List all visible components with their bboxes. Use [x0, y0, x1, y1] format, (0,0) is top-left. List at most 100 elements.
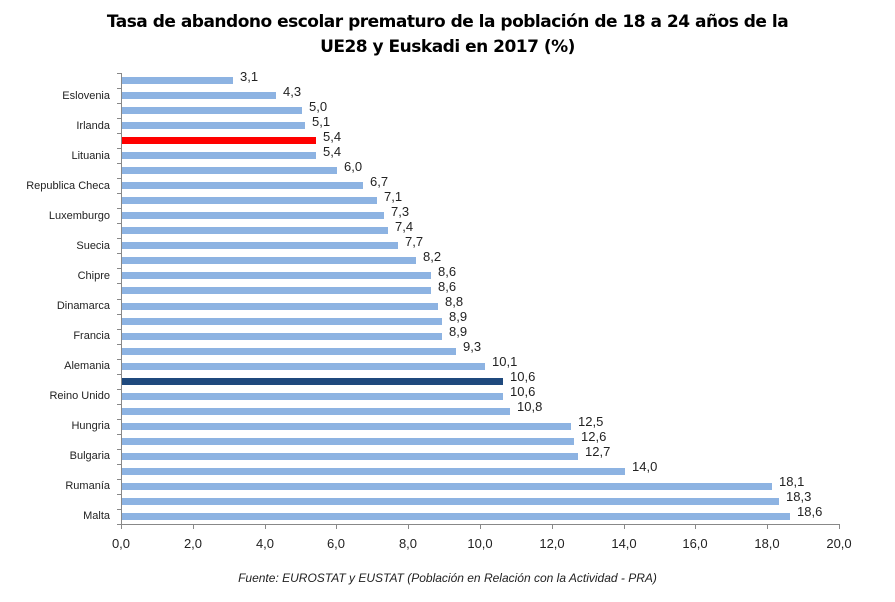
category-label: Reino Unido	[49, 390, 110, 402]
x-axis-tick	[408, 524, 409, 529]
x-axis-tick	[767, 524, 768, 529]
x-axis-tick	[480, 524, 481, 529]
bar-22	[122, 408, 510, 415]
category-label: Lituania	[71, 150, 110, 162]
bar-value-label: 7,3	[391, 204, 410, 219]
x-axis-tick-label: 6,0	[326, 536, 346, 551]
y-axis-tick	[117, 299, 121, 300]
bar-value-label: 5,1	[312, 114, 331, 129]
y-axis-tick	[117, 524, 121, 525]
y-axis-tick	[117, 103, 121, 104]
x-axis-tick-label: 4,0	[255, 536, 275, 551]
category-label: Suecia	[76, 240, 110, 252]
category-label: Republica Checa	[26, 180, 110, 192]
x-axis-tick	[839, 524, 840, 529]
bar-10	[122, 227, 388, 234]
bar-7	[122, 182, 363, 189]
bar-value-label: 6,7	[370, 174, 389, 189]
category-label: Hungria	[71, 420, 110, 432]
category-label: Irlanda	[76, 120, 110, 132]
bar-24	[122, 438, 574, 445]
bar-value-label: 8,6	[438, 279, 457, 294]
bar-4	[122, 137, 316, 144]
bar-value-label: 3,1	[240, 69, 259, 84]
bar-value-label: 14,0	[632, 459, 658, 474]
x-axis-tick	[336, 524, 337, 529]
bar-27	[122, 483, 772, 490]
chart-source-note: Fuente: EUROSTAT y EUSTAT (Población en …	[238, 571, 657, 585]
bar-value-label: 5,4	[323, 144, 342, 159]
bar-value-label: 12,5	[578, 414, 604, 429]
bar-value-label: 7,4	[395, 219, 414, 234]
bar-16	[122, 318, 442, 325]
category-label: Francia	[73, 330, 110, 342]
x-axis-tick-label: 14,0	[611, 536, 637, 551]
bar-1	[122, 92, 276, 99]
bar-19	[122, 363, 485, 370]
y-axis-tick	[117, 314, 121, 315]
y-axis-tick	[117, 464, 121, 465]
category-label: Rumanía	[65, 480, 110, 492]
bar-5	[122, 152, 316, 159]
bar-29	[122, 513, 790, 520]
y-axis-tick	[117, 359, 121, 360]
x-axis-tick-label: 16,0	[682, 536, 708, 551]
bar-value-label: 8,9	[449, 324, 468, 339]
bar-value-label: 18,1	[779, 474, 805, 489]
bar-value-label: 7,7	[405, 234, 424, 249]
bar-value-label: 7,1	[384, 189, 403, 204]
y-axis-tick	[117, 494, 121, 495]
bar-11	[122, 242, 398, 249]
bar-17	[122, 333, 442, 340]
category-label: Alemania	[64, 360, 110, 372]
bar-value-label: 18,6	[797, 504, 823, 519]
y-axis-tick	[117, 374, 121, 375]
bar-12	[122, 257, 416, 264]
x-axis-tick	[193, 524, 194, 529]
bar-13	[122, 272, 431, 279]
x-axis-tick-label: 0,0	[111, 536, 131, 551]
bar-15	[122, 303, 438, 310]
category-label: Eslovenia	[62, 90, 110, 102]
bar-value-label: 10,6	[510, 384, 536, 399]
bar-value-label: 9,3	[463, 339, 482, 354]
bar-value-label: 8,8	[445, 294, 464, 309]
x-axis-tick-label: 10,0	[467, 536, 493, 551]
bar-value-label: 10,1	[492, 354, 518, 369]
bar-value-label: 5,4	[323, 129, 342, 144]
x-axis-tick	[695, 524, 696, 529]
chart-title-line-1: Tasa de abandono escolar prematuro de la…	[106, 12, 789, 32]
y-axis-tick	[117, 223, 121, 224]
y-axis-tick	[117, 253, 121, 254]
y-axis-tick	[117, 193, 121, 194]
x-axis-tick	[624, 524, 625, 529]
bar-value-label: 18,3	[786, 489, 812, 504]
bar-25	[122, 453, 578, 460]
bar-9	[122, 212, 384, 219]
x-axis-tick-label: 8,0	[398, 536, 418, 551]
bar-value-label: 12,7	[585, 444, 611, 459]
x-axis-tick-label: 2,0	[183, 536, 203, 551]
y-axis-tick	[117, 118, 121, 119]
bar-26	[122, 468, 625, 475]
bar-value-label: 6,0	[344, 159, 363, 174]
y-axis-tick	[117, 329, 121, 330]
bar-value-label: 10,8	[517, 399, 543, 414]
category-label: Luxemburgo	[48, 210, 110, 222]
bar-value-label: 12,6	[581, 429, 607, 444]
y-axis-tick	[117, 133, 121, 134]
x-axis-tick	[121, 524, 122, 529]
bar-21	[122, 393, 503, 400]
x-axis-tick-label: 18,0	[754, 536, 780, 551]
bar-value-label: 8,9	[449, 309, 468, 324]
bar-value-label: 10,6	[510, 369, 536, 384]
y-axis-tick	[117, 148, 121, 149]
y-axis-tick	[117, 479, 121, 480]
x-axis-tick-label: 12,0	[539, 536, 565, 551]
category-label: Dinamarca	[56, 300, 110, 312]
y-axis-tick	[117, 208, 121, 209]
bar-value-label: 5,0	[309, 99, 328, 114]
y-axis-tick	[117, 163, 121, 164]
x-axis-tick-label: 20,0	[826, 536, 852, 551]
